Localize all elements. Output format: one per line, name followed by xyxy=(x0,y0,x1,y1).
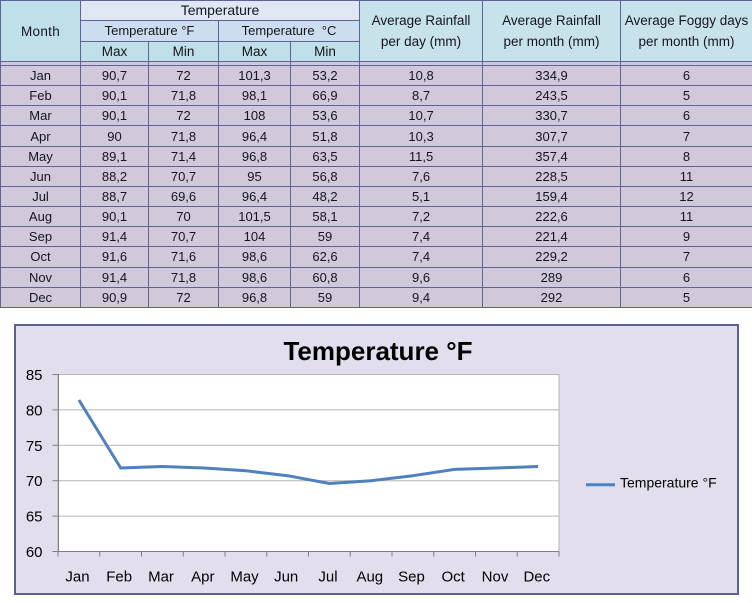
svg-text:Jul: Jul xyxy=(318,569,337,586)
svg-text:Aug: Aug xyxy=(356,569,383,586)
svg-text:Apr: Apr xyxy=(191,569,214,586)
svg-text:65: 65 xyxy=(26,509,43,526)
svg-text:60: 60 xyxy=(26,544,43,561)
svg-text:75: 75 xyxy=(26,438,43,455)
svg-text:70: 70 xyxy=(26,473,43,490)
svg-text:Sep: Sep xyxy=(398,569,425,586)
svg-text:May: May xyxy=(230,569,259,586)
svg-text:Oct: Oct xyxy=(442,569,466,586)
svg-text:Dec: Dec xyxy=(523,569,550,586)
svg-text:Feb: Feb xyxy=(106,569,132,586)
svg-text:Jan: Jan xyxy=(65,569,89,586)
svg-text:Nov: Nov xyxy=(482,569,509,586)
svg-text:Temperature °F: Temperature °F xyxy=(620,475,717,491)
svg-text:Temperature °F: Temperature °F xyxy=(283,336,472,366)
svg-text:Mar: Mar xyxy=(148,569,174,586)
svg-text:80: 80 xyxy=(26,402,43,419)
svg-text:85: 85 xyxy=(26,367,43,384)
svg-text:Jun: Jun xyxy=(274,569,298,586)
